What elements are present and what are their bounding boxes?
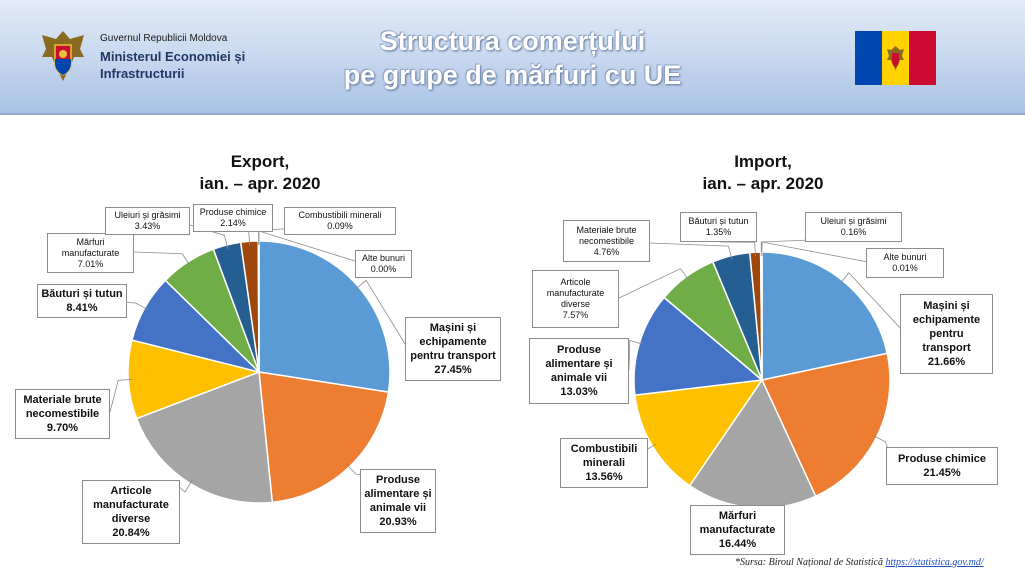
import-label-9: Alte bunuri 0.01% bbox=[866, 248, 944, 278]
export-label-6-value: 3.43% bbox=[134, 221, 161, 231]
page-title-line-2: pe grupe de mărfuri cu UE bbox=[343, 60, 682, 90]
export-label-6-name: Uleiuri și grăsimi bbox=[114, 210, 181, 220]
import-label-2: Mărfuri manufacturate 16.44% bbox=[690, 505, 785, 555]
moldova-flag-icon bbox=[855, 31, 936, 85]
export-label-4: Băuturi și tutun 8.41% bbox=[37, 284, 127, 318]
import-label-0: Mașini și echipamente pentru transport 21… bbox=[900, 294, 993, 374]
export-slice-8 bbox=[257, 240, 260, 373]
export-label-3-value: 9.70% bbox=[46, 422, 79, 434]
import-title-line-2: ian. – apr. 2020 bbox=[702, 174, 824, 193]
import-label-6-value: 4.76% bbox=[593, 246, 620, 257]
import-leader-line-7 bbox=[719, 241, 756, 257]
import-label-1-name: Produse chimice bbox=[897, 453, 987, 465]
export-chart-title: Export, ian. – apr. 2020 bbox=[160, 151, 360, 195]
export-label-1: Produse alimentare și animale vii 20.93% bbox=[360, 469, 436, 533]
source-link[interactable]: https://statistica.gov.md/ bbox=[885, 557, 984, 568]
import-label-6-name: Materiale brute necomestibile bbox=[576, 224, 637, 246]
import-label-3: Combustibili minerali 13.56% bbox=[560, 438, 648, 488]
import-label-3-name: Combustibili minerali bbox=[570, 443, 638, 469]
import-label-0-name: Mașini și echipamente pentru transport bbox=[912, 300, 981, 354]
import-label-8-name: Uleiuri și grăsimi bbox=[820, 216, 887, 226]
import-chart-title: Import, ian. – apr. 2020 bbox=[663, 151, 863, 195]
import-label-2-value: 16.44% bbox=[718, 538, 757, 550]
export-label-8-name: Combustibili minerali bbox=[298, 210, 382, 220]
export-label-1-value: 20.93% bbox=[379, 516, 417, 528]
export-label-7-name: Produse chimice bbox=[199, 207, 267, 217]
export-label-5-value: 7.01% bbox=[77, 258, 104, 269]
export-label-7: Produse chimice 2.14% bbox=[193, 204, 273, 232]
header-banner: Guvernul Republicii Moldova Ministerul E… bbox=[0, 0, 1025, 115]
import-title-line-1: Import, bbox=[734, 152, 792, 171]
source-note: *Sursa: Biroul Național de Statistică ht… bbox=[735, 557, 984, 568]
import-label-7-name: Băuturi și tutun bbox=[688, 216, 749, 226]
export-title-line-1: Export, bbox=[230, 152, 290, 171]
import-label-3-value: 13.56% bbox=[585, 471, 623, 483]
export-label-5-name: Mărfuri manufacturate bbox=[61, 236, 120, 258]
import-label-7-value: 1.35% bbox=[705, 227, 732, 237]
import-leader-line-6 bbox=[649, 242, 733, 260]
import-leader-line-9 bbox=[761, 241, 869, 263]
export-label-8: Combustibili minerali 0.09% bbox=[284, 207, 396, 235]
export-label-3: Materiale brute necomestibile 9.70% bbox=[15, 389, 110, 439]
export-label-5: Mărfuri manufacturate 7.01% bbox=[47, 233, 134, 273]
export-label-9: Alte bunuri 0.00% bbox=[355, 250, 412, 278]
export-label-4-value: 8.41% bbox=[66, 302, 98, 314]
import-label-1: Produse chimice 21.45% bbox=[886, 447, 998, 485]
export-label-7-value: 2.14% bbox=[220, 218, 246, 228]
export-label-2-value: 20.84% bbox=[112, 527, 150, 539]
import-label-6: Materiale brute necomestibile 4.76% bbox=[563, 220, 650, 262]
export-leader-line-4 bbox=[125, 301, 149, 311]
import-label-5-value: 7.57% bbox=[562, 310, 589, 320]
import-label-4: Produse alimentare și animale vii 13.03% bbox=[529, 338, 629, 404]
import-label-7: Băuturi și tutun 1.35% bbox=[680, 212, 757, 242]
import-leader-line-4 bbox=[628, 339, 644, 371]
import-label-5-name: Articole manufacturate diverse bbox=[546, 277, 605, 309]
import-label-4-value: 13.03% bbox=[560, 386, 598, 398]
export-label-0-name: Mașini și echipamente pentru transport bbox=[410, 322, 496, 362]
import-label-1-value: 21.45% bbox=[923, 467, 961, 479]
export-label-2: Articole manufacturate diverse 20.84% bbox=[82, 480, 180, 544]
export-leader-line-5 bbox=[133, 251, 191, 266]
coat-of-arms-icon bbox=[42, 31, 84, 81]
export-title-line-2: ian. – apr. 2020 bbox=[199, 174, 321, 193]
import-label-8: Uleiuri și grăsimi 0.16% bbox=[805, 212, 902, 242]
export-label-9-name: Alte bunuri bbox=[361, 253, 406, 263]
export-label-2-name: Articole manufacturate diverse bbox=[93, 485, 169, 525]
import-label-2-name: Mărfuri manufacturate bbox=[699, 510, 776, 536]
export-label-0: Mașini și echipamente pentru transport 27… bbox=[405, 317, 501, 381]
export-label-6: Uleiuri și grăsimi 3.43% bbox=[105, 207, 190, 235]
import-label-0-value: 21.66% bbox=[927, 356, 966, 368]
import-label-5: Articole manufacturate diverse 7.57% bbox=[532, 270, 619, 328]
import-leader-line-5 bbox=[618, 268, 690, 299]
export-leader-line-0 bbox=[355, 279, 411, 353]
page-title: Structura comerțului pe grupe de mărfuri… bbox=[250, 24, 775, 92]
export-label-0-value: 27.45% bbox=[434, 364, 472, 376]
export-label-8-value: 0.09% bbox=[327, 221, 353, 231]
export-label-4-name: Băuturi și tutun bbox=[41, 288, 123, 300]
ministry-name: Ministerul Economiei și Infrastructurii bbox=[100, 49, 246, 81]
export-label-9-value: 0.00% bbox=[370, 264, 397, 274]
import-label-9-value: 0.01% bbox=[892, 263, 918, 273]
import-label-4-name: Produse alimentare și animale vii bbox=[545, 344, 613, 384]
import-label-8-value: 0.16% bbox=[840, 227, 867, 237]
source-label: *Sursa: Biroul Național de Statistică bbox=[735, 557, 883, 568]
import-label-9-name: Alte bunuri bbox=[883, 252, 927, 262]
export-label-3-name: Materiale brute necomestibile bbox=[23, 394, 102, 420]
import-leader-line-0 bbox=[839, 272, 903, 331]
export-leader-line-3 bbox=[109, 379, 133, 413]
government-name: Guvernul Republicii Moldova bbox=[100, 33, 228, 44]
export-label-1-name: Produse alimentare și animale vii bbox=[364, 474, 432, 514]
page-title-line-1: Structura comerțului bbox=[379, 26, 646, 56]
